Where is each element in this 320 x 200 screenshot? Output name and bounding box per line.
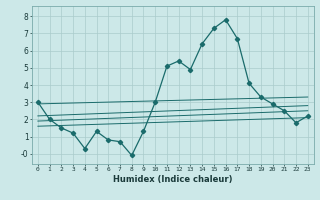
X-axis label: Humidex (Indice chaleur): Humidex (Indice chaleur) [113, 175, 233, 184]
